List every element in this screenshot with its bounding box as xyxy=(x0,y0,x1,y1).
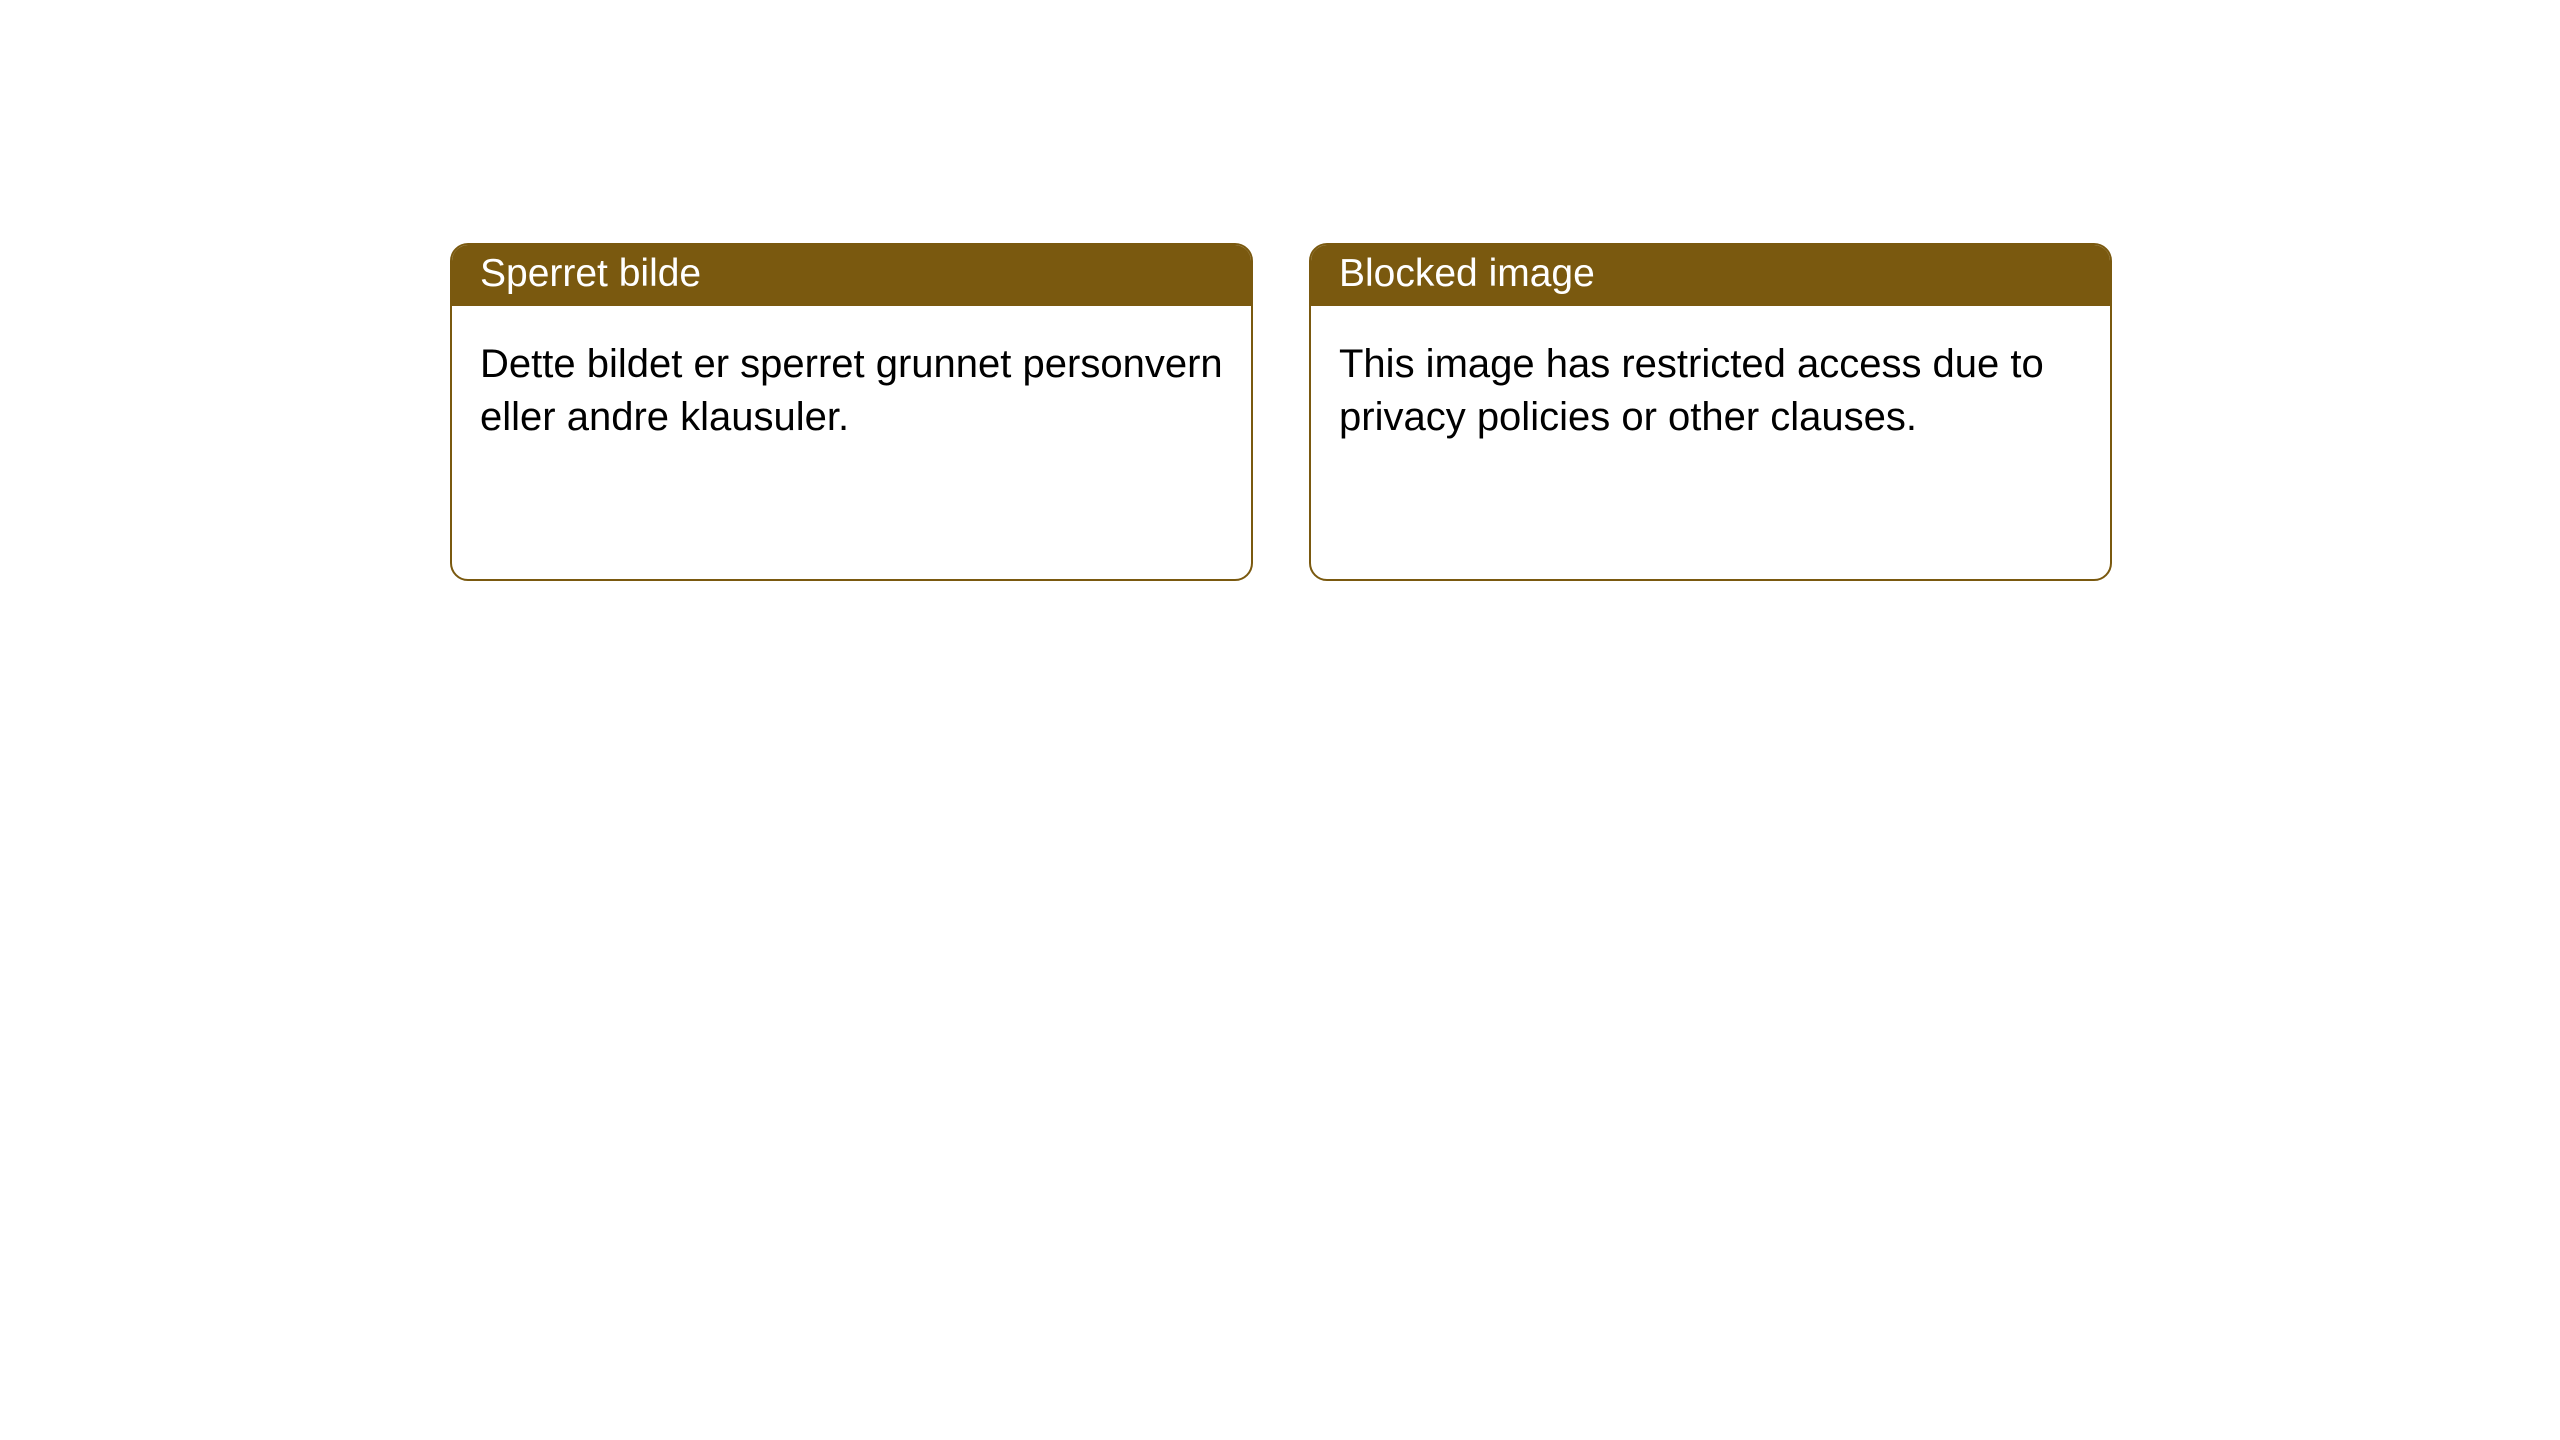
card-title: Blocked image xyxy=(1339,252,1595,295)
card-body: This image has restricted access due to … xyxy=(1311,306,2110,476)
card-header: Blocked image xyxy=(1311,245,2110,306)
blocked-card-no: Sperret bilde Dette bildet er sperret gr… xyxy=(450,243,1253,581)
blocked-card-en: Blocked image This image has restricted … xyxy=(1309,243,2112,581)
card-body: Dette bildet er sperret grunnet personve… xyxy=(452,306,1251,476)
card-header: Sperret bilde xyxy=(452,245,1251,306)
card-text: Dette bildet er sperret grunnet personve… xyxy=(480,342,1223,439)
card-text: This image has restricted access due to … xyxy=(1339,342,2044,439)
cards-container: Sperret bilde Dette bildet er sperret gr… xyxy=(450,243,2112,581)
card-title: Sperret bilde xyxy=(480,252,701,295)
